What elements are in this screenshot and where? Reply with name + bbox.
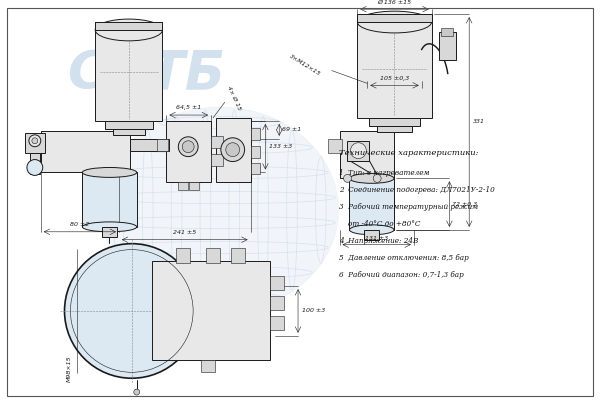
Bar: [206, 248, 220, 264]
Text: от -40°С до +80°С: от -40°С до +80°С: [338, 220, 420, 228]
Bar: [130, 139, 169, 151]
Bar: [271, 296, 284, 310]
Bar: [377, 126, 412, 132]
Circle shape: [65, 244, 199, 378]
Text: 100 ±3: 100 ±3: [302, 308, 325, 314]
Bar: [152, 262, 271, 360]
Bar: [251, 162, 260, 174]
Circle shape: [134, 389, 140, 395]
Bar: [439, 32, 457, 60]
Bar: [251, 146, 260, 158]
Bar: [358, 14, 431, 22]
Text: 5  Давление отключения: 8,5 бар: 5 Давление отключения: 8,5 бар: [338, 254, 469, 262]
Circle shape: [27, 160, 43, 176]
Ellipse shape: [101, 107, 338, 313]
Circle shape: [350, 143, 366, 158]
Text: 6  Рабочий диапазон: 0,7-1,3 бар: 6 Рабочий диапазон: 0,7-1,3 бар: [338, 271, 463, 279]
Text: М98×15: М98×15: [67, 355, 72, 382]
Bar: [113, 129, 145, 135]
Bar: [349, 178, 394, 230]
Text: 80 ±2: 80 ±2: [70, 222, 89, 227]
Text: 3  Рабочий температурный режим: 3 Рабочий температурный режим: [338, 203, 478, 211]
Ellipse shape: [95, 19, 163, 41]
Bar: [30, 153, 40, 174]
Bar: [41, 131, 130, 172]
Bar: [201, 360, 215, 372]
Bar: [328, 139, 341, 153]
Bar: [369, 118, 420, 126]
Circle shape: [29, 135, 41, 147]
Bar: [178, 182, 188, 190]
Bar: [211, 136, 223, 148]
Text: 105 ±0,3: 105 ±0,3: [380, 76, 409, 82]
Bar: [166, 121, 211, 182]
Text: СКТБ: СКТБ: [67, 49, 226, 101]
Bar: [176, 248, 190, 264]
Circle shape: [221, 138, 245, 162]
Text: 69 ±1: 69 ±1: [282, 127, 301, 132]
Bar: [364, 230, 379, 240]
Bar: [340, 131, 394, 178]
Bar: [95, 22, 163, 30]
Bar: [271, 276, 284, 290]
Text: Ø 136 ±15: Ø 136 ±15: [377, 0, 412, 5]
Bar: [216, 118, 251, 182]
Bar: [271, 316, 284, 330]
Text: 4  Напряжение: 24В: 4 Напряжение: 24В: [338, 237, 418, 245]
Bar: [442, 28, 454, 36]
Ellipse shape: [82, 168, 137, 177]
Text: 241 ±5: 241 ±5: [173, 230, 196, 235]
Text: Технические характеристики:: Технические характеристики:: [338, 149, 478, 157]
Bar: [105, 121, 152, 129]
Ellipse shape: [82, 222, 137, 232]
Ellipse shape: [358, 11, 431, 33]
Bar: [157, 139, 169, 151]
Bar: [231, 248, 245, 264]
Bar: [358, 14, 431, 118]
Text: 1  Тип: с нагревателем: 1 Тип: с нагревателем: [338, 169, 429, 177]
Text: 331: 331: [473, 120, 485, 124]
Text: 133 ±3: 133 ±3: [269, 144, 293, 149]
Bar: [189, 182, 199, 190]
Text: 2  Соединение подогрева: ДЛ7021У-2-10: 2 Соединение подогрева: ДЛ7021У-2-10: [338, 186, 494, 194]
Ellipse shape: [349, 174, 394, 183]
Circle shape: [182, 141, 194, 153]
Bar: [251, 128, 260, 140]
Bar: [25, 133, 45, 153]
Circle shape: [226, 143, 239, 157]
Text: 4× Ø 15: 4× Ø 15: [226, 85, 241, 111]
Bar: [82, 172, 137, 227]
Ellipse shape: [349, 225, 394, 235]
Text: 131 ±3: 131 ±3: [365, 236, 388, 241]
Text: 72 ±0,3: 72 ±0,3: [452, 202, 478, 206]
Circle shape: [373, 174, 381, 182]
Text: 64,5 ±1: 64,5 ±1: [176, 105, 202, 110]
Bar: [211, 154, 223, 166]
Bar: [95, 22, 163, 121]
Bar: [102, 227, 117, 237]
Circle shape: [178, 137, 198, 157]
Bar: [347, 141, 369, 160]
Circle shape: [32, 138, 38, 144]
Circle shape: [344, 174, 352, 182]
Text: 3×М12×15: 3×М12×15: [289, 54, 322, 77]
